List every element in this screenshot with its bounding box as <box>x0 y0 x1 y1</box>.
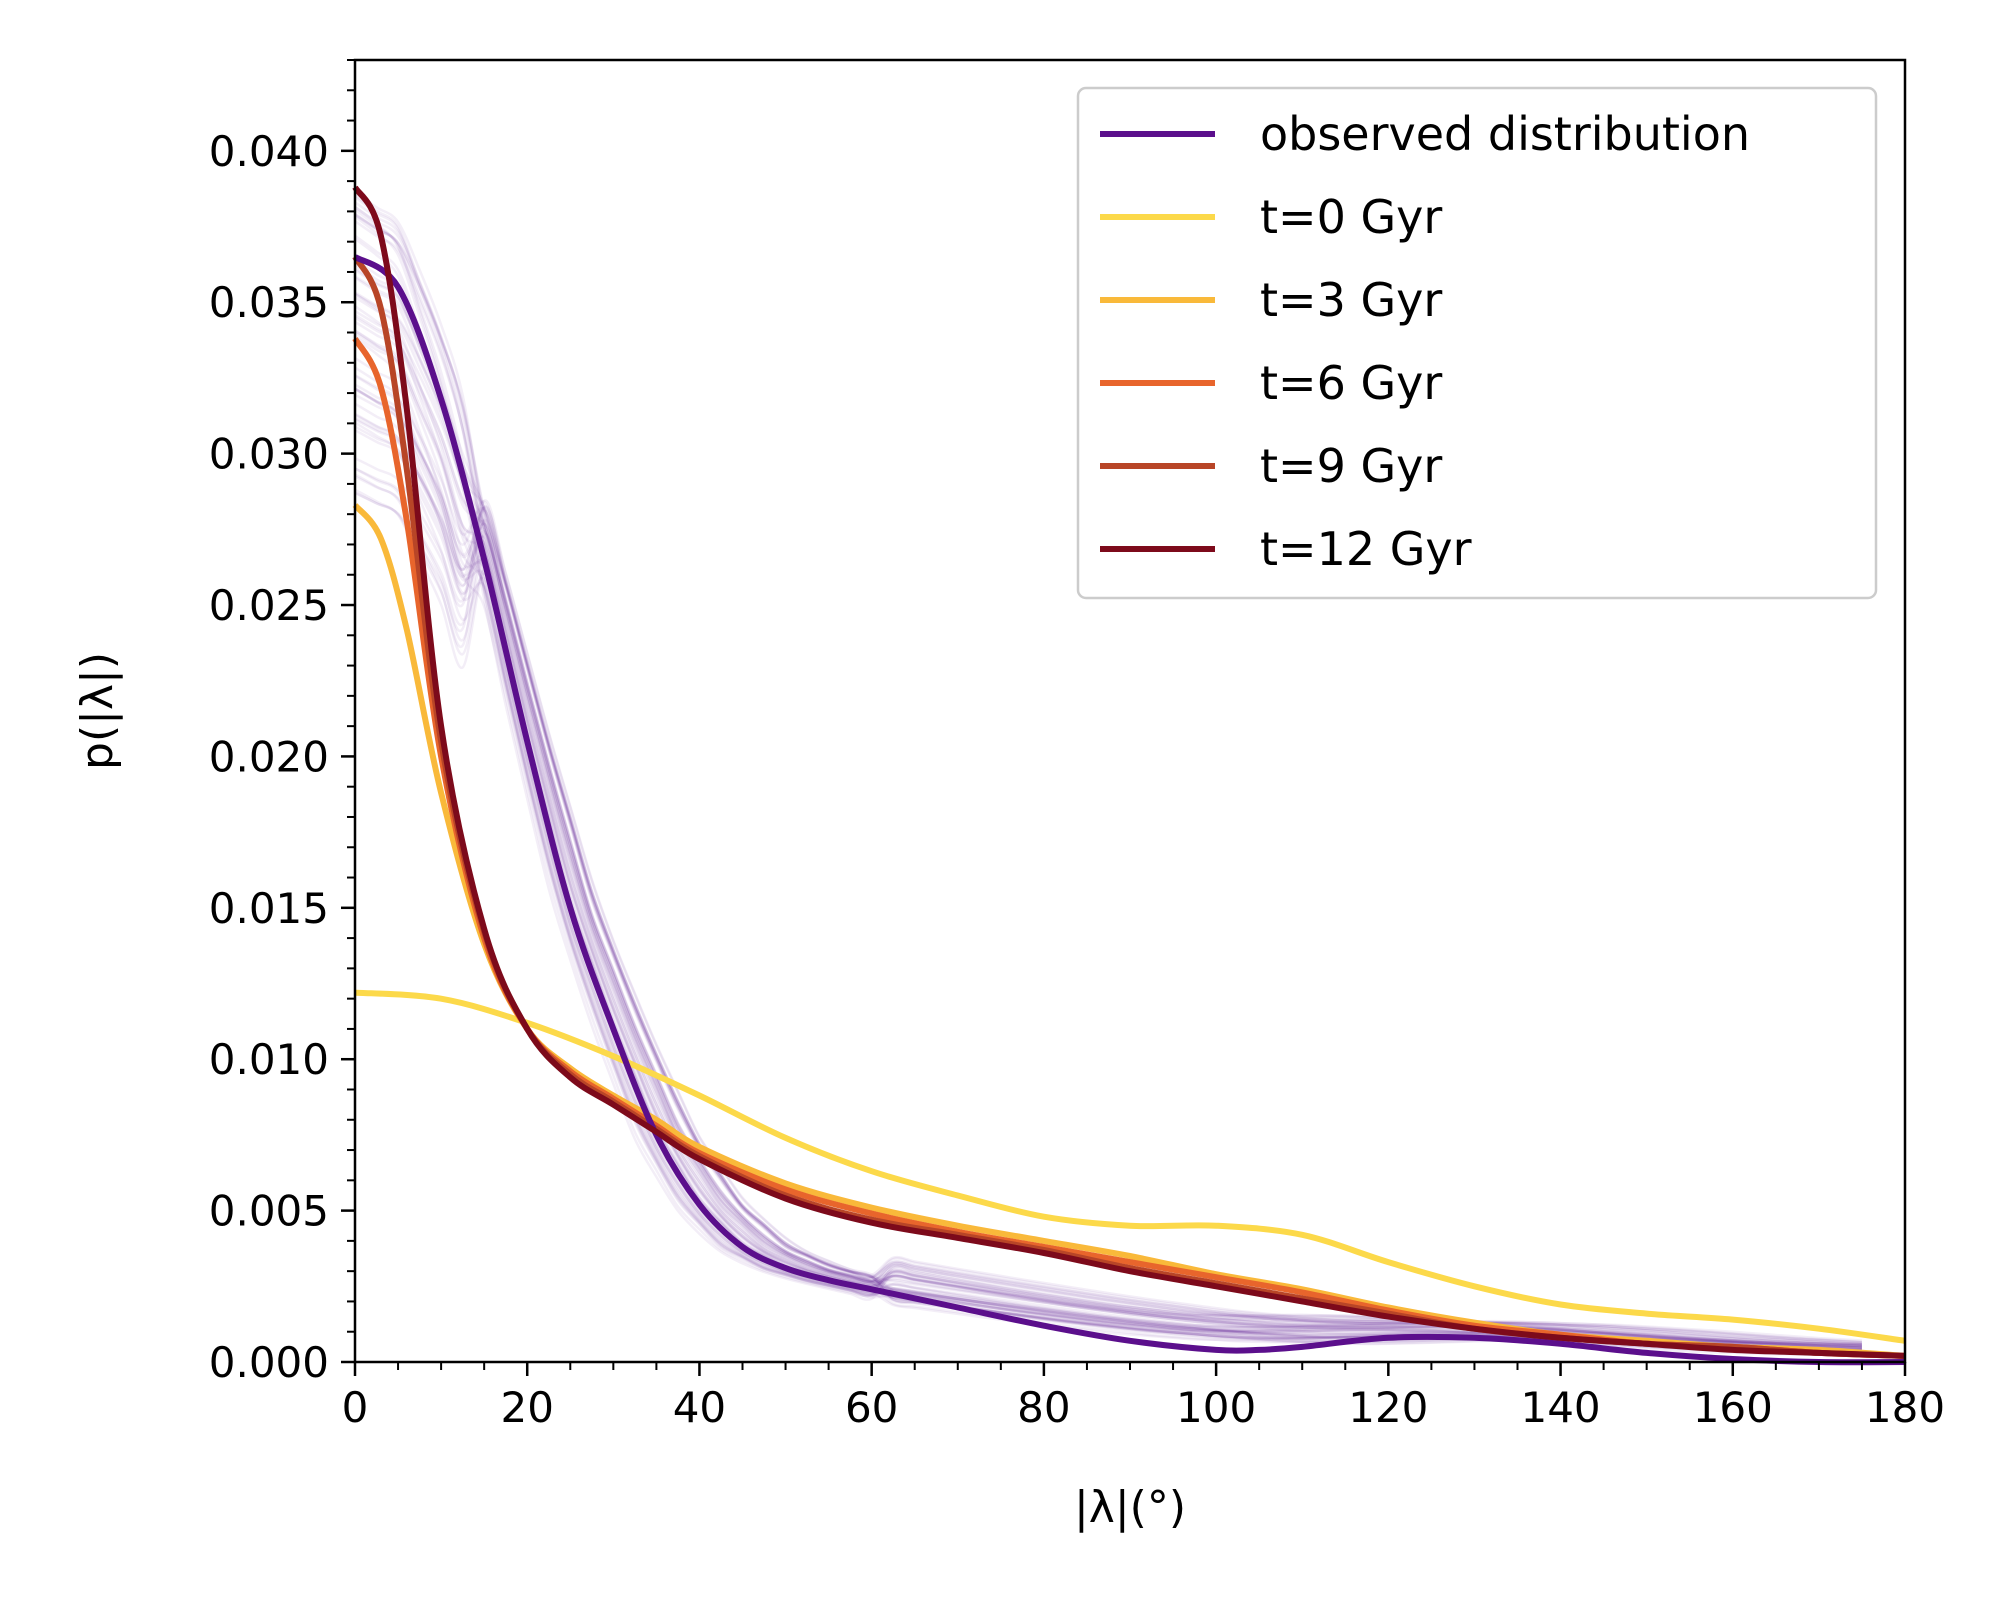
legend-box <box>1076 86 1878 600</box>
y-tick-label: 0.030 <box>209 430 329 479</box>
bootstrap-curve <box>354 201 1862 1349</box>
bootstrap-curve <box>354 292 1862 1344</box>
bootstrap-curve <box>354 213 1862 1343</box>
x-tick-label: 120 <box>1348 1383 1428 1432</box>
bootstrap-curve <box>354 335 1862 1348</box>
x-tick-label: 80 <box>1017 1383 1070 1432</box>
series-line-observed-distribution <box>353 254 1906 1366</box>
bootstrap-curve <box>354 213 1862 1344</box>
bootstrap-curve <box>354 388 1862 1347</box>
bootstrap-curve <box>354 276 1862 1346</box>
y-axis: 0.000 0.005 0.010 0.015 0.020 0.025 0.030 0.035… <box>209 59 355 1387</box>
x-tick-label: 160 <box>1693 1383 1773 1432</box>
bootstrap-curve <box>354 305 1862 1346</box>
series-line-t-0-gyr <box>354 989 1906 1344</box>
series-line-t-12-gyr <box>352 185 1906 1359</box>
x-tick-label: 60 <box>845 1383 898 1432</box>
x-tick-label: 20 <box>500 1383 553 1432</box>
bootstrap-curve <box>354 383 1862 1346</box>
y-tick-label: 0.010 <box>209 1035 329 1084</box>
legend-label: t=9 Gyr <box>1260 439 1442 493</box>
x-tick-label: 0 <box>342 1383 369 1432</box>
bootstrap-curve <box>354 220 1862 1349</box>
bootstrap-curve <box>354 413 1862 1346</box>
legend-label: t=3 Gyr <box>1260 273 1442 327</box>
bootstrap-curve <box>354 258 1862 1349</box>
y-tick-label: 0.025 <box>209 581 329 630</box>
series-layer <box>352 185 1906 1366</box>
y-tick-label: 0.015 <box>209 884 329 933</box>
bootstrap-curve <box>354 329 1862 1349</box>
y-tick-label: 0.005 <box>209 1187 329 1236</box>
bootstrap-curve <box>354 387 1862 1350</box>
bootstrap-curve <box>354 320 1862 1349</box>
x-axis: 0 20 40 60 80 100 120 140 160 180 <box>342 1362 1945 1432</box>
bootstrap-curve <box>354 205 1862 1353</box>
y-tick-label: 0.035 <box>209 278 329 327</box>
y-tick-label: 0.020 <box>209 732 329 781</box>
x-tick-label: 40 <box>673 1383 726 1432</box>
bootstrap-curve <box>354 316 1862 1346</box>
bootstrap-curve <box>354 425 1862 1350</box>
x-tick-label: 180 <box>1865 1383 1945 1432</box>
y-tick-label: 0.040 <box>209 127 329 176</box>
legend-label: t=6 Gyr <box>1260 356 1442 410</box>
legend-label: t=12 Gyr <box>1260 522 1472 576</box>
bootstrap-curve <box>354 387 1862 1354</box>
legend: observed distribution t=0 Gyr t=3 Gyr t=6 G… <box>1076 86 1878 600</box>
y-tick-label: 0.000 <box>209 1338 329 1387</box>
legend-label: t=0 Gyr <box>1260 190 1442 244</box>
legend-label: observed distribution <box>1260 107 1750 161</box>
bootstrap-curve <box>354 208 1862 1346</box>
bootstrap-curve <box>354 418 1862 1349</box>
x-tick-label: 100 <box>1176 1383 1256 1432</box>
x-axis-label: |λ|(°) <box>1074 1482 1186 1533</box>
bootstrap-curve <box>354 475 1862 1348</box>
x-tick-label: 140 <box>1520 1383 1600 1432</box>
bootstrap-curve <box>354 267 1862 1357</box>
y-axis-label: p(|λ|) <box>72 652 123 770</box>
bootstrap-curve <box>354 393 1862 1342</box>
bootstrap-curve <box>354 310 1862 1344</box>
